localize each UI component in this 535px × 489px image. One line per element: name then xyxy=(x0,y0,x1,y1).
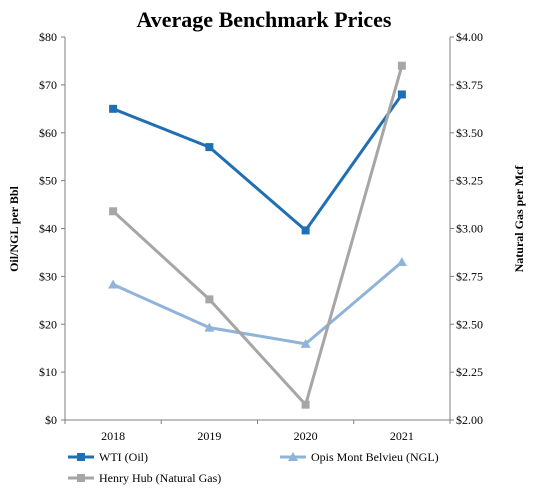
data-point-henry-hub-natural-gas xyxy=(301,400,310,409)
left-tick-label: $20 xyxy=(39,317,57,331)
left-tick-label: $60 xyxy=(39,126,57,140)
data-point-wti-oil xyxy=(205,143,214,152)
data-point-wti-oil xyxy=(397,90,406,99)
legend-marker-opis-mont-belvieu-ngl xyxy=(288,452,298,461)
x-tick-label: 2019 xyxy=(197,429,221,443)
left-tick-label: $40 xyxy=(39,222,57,236)
series-line-henry-hub-natural-gas xyxy=(112,65,404,407)
left-axis-title: Oil/NGL per Bbl xyxy=(7,185,21,271)
data-point-opis-mont-belvieu-ngl xyxy=(396,257,407,267)
legend-marker-wti-oil xyxy=(77,453,85,461)
data-point-henry-hub-natural-gas xyxy=(109,207,118,216)
data-point-wti-oil xyxy=(301,226,310,235)
x-tick-label: 2021 xyxy=(390,429,414,443)
right-tick-label: $2.75 xyxy=(456,269,483,283)
data-point-opis-mont-belvieu-ngl xyxy=(108,279,119,289)
x-tick-label: 2018 xyxy=(101,429,125,443)
data-point-henry-hub-natural-gas xyxy=(397,61,406,70)
data-point-wti-oil xyxy=(109,104,118,113)
left-tick-label: $10 xyxy=(39,365,57,379)
series-line-wti-oil xyxy=(112,93,404,232)
x-tick-label: 2020 xyxy=(294,429,318,443)
right-tick-label: $4.00 xyxy=(456,30,483,44)
series-line-opis-mont-belvieu-ngl xyxy=(112,260,403,346)
left-tick-label: $50 xyxy=(39,174,57,188)
legend: WTI (Oil) Opis Mont Belvieu (NGL) Henry Hu… xyxy=(68,450,439,485)
plot-area: $0 $10 $20 $30 $40 $50 $60 $70 $80 $2.00 $2.25 $2.5… xyxy=(39,30,483,443)
right-tick-label: $2.50 xyxy=(456,317,483,331)
left-tick-label: $80 xyxy=(39,30,57,44)
data-point-opis-mont-belvieu-ngl xyxy=(204,322,215,332)
right-tick-label: $3.75 xyxy=(456,78,483,92)
data-point-opis-mont-belvieu-ngl xyxy=(300,338,311,348)
chart-title: Average Benchmark Prices xyxy=(137,7,392,32)
data-point-henry-hub-natural-gas xyxy=(205,295,214,304)
right-tick-label: $2.25 xyxy=(456,365,483,379)
right-axis-title: Natural Gas per Mcf xyxy=(512,165,526,273)
left-tick-label: $70 xyxy=(39,78,57,92)
legend-label-henry-hub-natural-gas: Henry Hub (Natural Gas) xyxy=(99,471,221,485)
left-tick-label: $30 xyxy=(39,269,57,283)
right-tick-label: $3.50 xyxy=(456,126,483,140)
right-tick-label: $2.00 xyxy=(456,413,483,427)
right-tick-label: $3.00 xyxy=(456,222,483,236)
right-tick-label: $3.25 xyxy=(456,174,483,188)
legend-marker-henry-hub-natural-gas xyxy=(77,474,85,482)
legend-label-wti-oil: WTI (Oil) xyxy=(99,450,148,464)
left-tick-label: $0 xyxy=(45,413,57,427)
legend-label-opis-mont-belvieu-ngl: Opis Mont Belvieu (NGL) xyxy=(311,450,439,464)
